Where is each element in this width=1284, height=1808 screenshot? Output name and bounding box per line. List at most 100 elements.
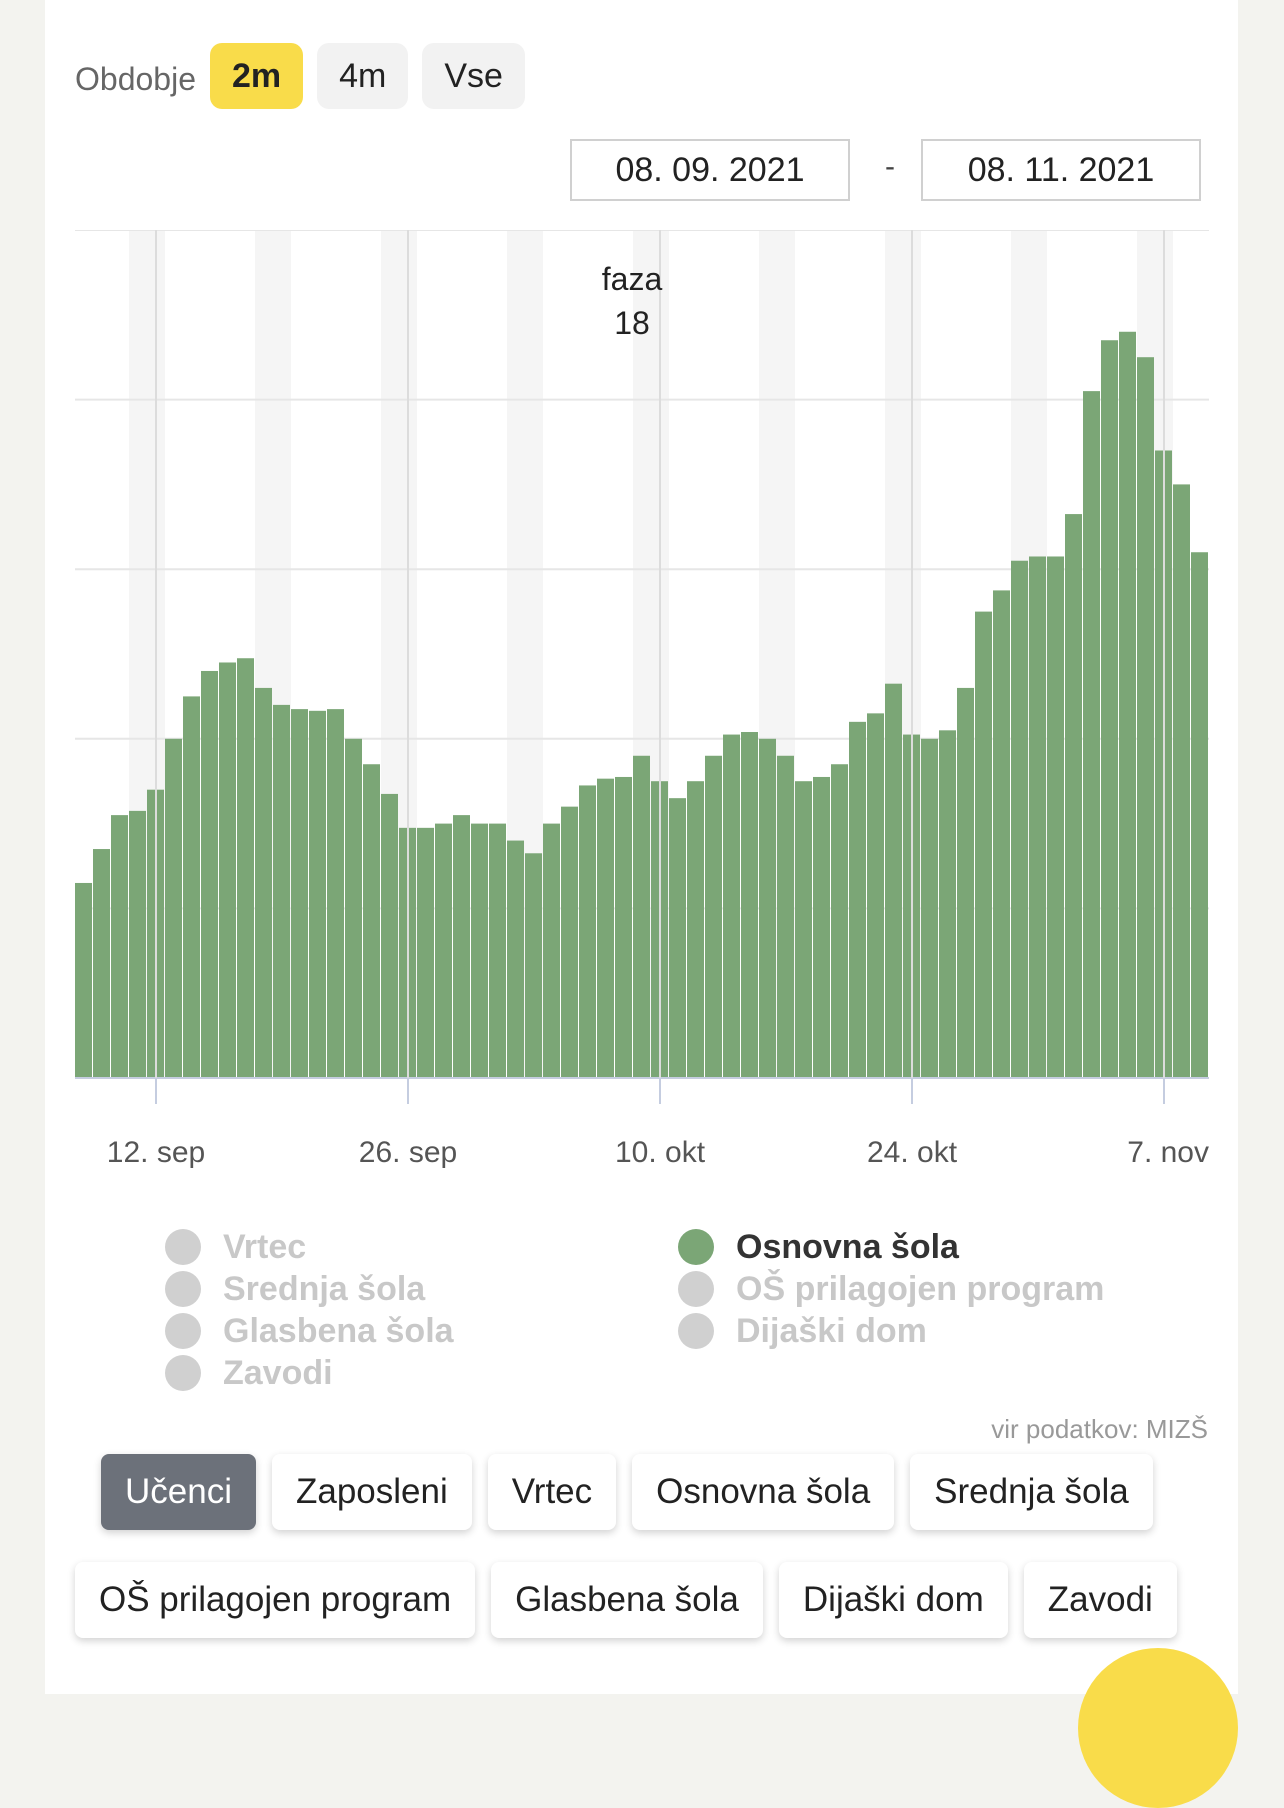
bar <box>273 704 290 1078</box>
chart-card: Obdobje 2m 4m Vse 08. 09. 2021 - 08. 11.… <box>45 0 1238 1694</box>
bar <box>291 709 308 1078</box>
period-all-button[interactable]: Vse <box>422 43 525 109</box>
bar <box>183 696 200 1078</box>
bar-series-osnovna-sola <box>75 331 1208 1078</box>
bar <box>525 853 542 1078</box>
tab-zaposleni[interactable]: Zaposleni <box>271 1454 472 1530</box>
legend-item-srednja-sola[interactable]: Srednja šola <box>165 1268 454 1310</box>
legend-item-os-prilagojen-program[interactable]: OŠ prilagojen program <box>678 1268 1104 1310</box>
bar <box>75 882 92 1078</box>
bar <box>723 734 740 1078</box>
bar <box>165 738 182 1078</box>
bar <box>957 687 974 1078</box>
tab-osnovna-sola[interactable]: Osnovna šola <box>632 1454 895 1530</box>
tab-ucenci[interactable]: Učenci <box>101 1454 256 1530</box>
legend-label: Vrtec <box>223 1227 307 1266</box>
bar <box>759 738 776 1078</box>
legend-item-vrtec[interactable]: Vrtec <box>165 1226 454 1268</box>
bar <box>237 658 254 1078</box>
bar <box>381 793 398 1078</box>
legend-dot <box>165 1271 201 1307</box>
legend-dot <box>678 1313 714 1349</box>
bar <box>669 798 686 1078</box>
bar <box>795 781 812 1078</box>
bar <box>111 815 128 1078</box>
bar <box>543 823 560 1078</box>
legend-item-osnovna-sola[interactable]: Osnovna šola <box>678 1226 1104 1268</box>
tab-vrtec[interactable]: Vrtec <box>487 1454 617 1530</box>
legend-item-zavodi[interactable]: Zavodi <box>165 1352 454 1394</box>
bar <box>741 732 758 1078</box>
tab-zavodi[interactable]: Zavodi <box>1023 1562 1177 1638</box>
bar <box>705 755 722 1078</box>
tab-row-1: Učenci Zaposleni Vrtec Osnovna šola Sred… <box>101 1454 1169 1530</box>
tab-glasbena-sola[interactable]: Glasbena šola <box>491 1562 763 1638</box>
bar <box>1191 552 1208 1078</box>
legend-label: Dijaški dom <box>736 1311 927 1350</box>
legend-label: Srednja šola <box>223 1269 426 1308</box>
bar <box>993 590 1010 1078</box>
bar <box>453 815 470 1078</box>
bar <box>219 662 236 1078</box>
legend-dot <box>678 1271 714 1307</box>
bar <box>363 764 380 1078</box>
bar <box>1065 514 1082 1078</box>
phase-annotation-label: faza <box>602 261 663 297</box>
bar <box>561 806 578 1078</box>
bar-chart: 12. sep 26. sep 10. okt 24. okt 7. nov faza … <box>75 230 1209 1169</box>
bar <box>921 738 938 1078</box>
bar <box>309 710 326 1078</box>
date-to-input[interactable]: 08. 11. 2021 <box>921 139 1201 201</box>
bar <box>507 840 524 1078</box>
period-4m-button[interactable]: 4m <box>317 43 409 109</box>
legend-item-dijaski-dom[interactable]: Dijaški dom <box>678 1310 1104 1352</box>
bar <box>975 611 992 1078</box>
bar <box>471 823 488 1078</box>
x-tick-label: 7. nov <box>1127 1136 1209 1169</box>
bar <box>417 827 434 1078</box>
bar <box>1047 556 1064 1078</box>
tab-os-prilagojen-program[interactable]: OŠ prilagojen program <box>75 1562 476 1638</box>
bar <box>345 738 362 1078</box>
date-range-separator: - <box>885 150 895 183</box>
x-tick-label: 12. sep <box>107 1136 205 1169</box>
bar <box>1119 331 1136 1078</box>
bar <box>867 713 884 1078</box>
tab-row-2: OŠ prilagojen program Glasbena šola Dija… <box>75 1562 1193 1638</box>
bar <box>633 755 650 1078</box>
bar <box>327 709 344 1078</box>
data-source-note: vir podatkov: MIZŠ <box>991 1414 1208 1444</box>
legend-item-glasbena-sola[interactable]: Glasbena šola <box>165 1310 454 1352</box>
bar <box>813 776 830 1078</box>
bar <box>579 785 596 1078</box>
x-tick-label: 26. sep <box>359 1136 457 1169</box>
legend-label: Zavodi <box>223 1353 333 1392</box>
bar <box>201 670 218 1078</box>
bar <box>597 778 614 1078</box>
bar <box>615 776 632 1078</box>
legend-left-column: Vrtec Srednja šola Glasbena šola Zavodi <box>165 1226 454 1394</box>
x-tick-label: 10. okt <box>615 1136 706 1169</box>
bar <box>687 781 704 1078</box>
bar <box>1011 560 1028 1078</box>
legend-dot <box>165 1355 201 1391</box>
x-axis-ticks: 12. sep 26. sep 10. okt 24. okt 7. nov <box>107 230 1209 1169</box>
legend-dot <box>165 1313 201 1349</box>
bar <box>939 730 956 1078</box>
date-from-input[interactable]: 08. 09. 2021 <box>570 139 850 201</box>
bar <box>1101 340 1118 1078</box>
bar <box>1137 357 1154 1078</box>
period-2m-button[interactable]: 2m <box>209 43 304 109</box>
bar <box>1173 484 1190 1078</box>
bar <box>849 721 866 1078</box>
tab-dijaski-dom[interactable]: Dijaški dom <box>778 1562 1008 1638</box>
bar <box>1029 556 1046 1078</box>
x-tick-label: 24. okt <box>867 1136 958 1169</box>
legend-label: Osnovna šola <box>736 1227 959 1266</box>
bar <box>885 683 902 1078</box>
tab-srednja-sola[interactable]: Srednja šola <box>910 1454 1153 1530</box>
period-selector: Obdobje 2m 4m Vse <box>75 43 539 109</box>
floating-action-button[interactable] <box>1078 1648 1238 1808</box>
legend-dot <box>678 1229 714 1265</box>
bar <box>831 764 848 1078</box>
